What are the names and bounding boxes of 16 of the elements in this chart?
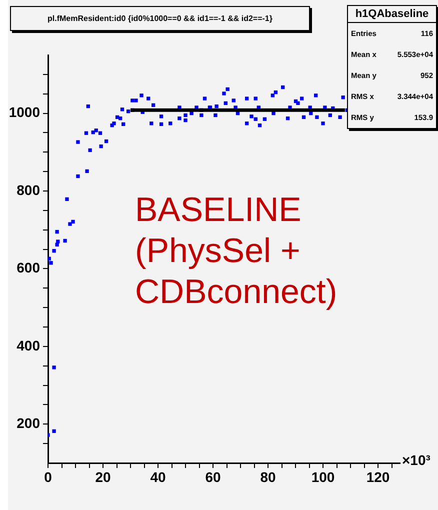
- chart-title: pl.fMemResident:id0 {id0%1000==0 && id1==-1 && id2==-1}: [10, 6, 310, 31]
- x-tick-label: 0: [44, 468, 52, 485]
- x-axis-title: ×10³: [402, 452, 430, 468]
- y-tick-label: 400: [16, 337, 40, 354]
- y-tick-label: 600: [16, 260, 40, 276]
- x-tick-label: 40: [150, 468, 166, 485]
- x-tick-label: 20: [95, 468, 111, 485]
- x-tick-label: 100: [311, 468, 335, 485]
- x-tick-label: 80: [260, 468, 276, 485]
- y-tick-label: 1000: [8, 104, 40, 120]
- y-tick-label: 200: [16, 415, 40, 431]
- annotation: BASELINE (PhysSel + CDBconnect): [135, 190, 338, 313]
- y-tick-label: 800: [16, 182, 40, 198]
- x-tick-label: 60: [205, 468, 221, 485]
- text: h1QAbaseline: [348, 6, 436, 23]
- x-tick-label: 120: [366, 468, 390, 485]
